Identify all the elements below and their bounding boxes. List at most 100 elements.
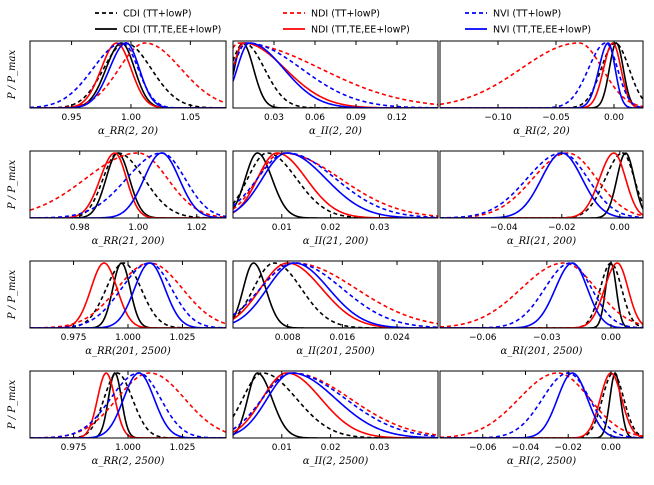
curve-cdi-ttteee (30, 372, 226, 438)
curve-nvi-tt (30, 372, 226, 438)
curve-ndi-ttteee (440, 152, 643, 218)
x-tick-label: 0.975 (61, 333, 87, 343)
curve-cdi-ttteee (233, 42, 438, 108)
curve-cdi-ttteee (30, 42, 226, 108)
x-tick-label: 1.02 (187, 223, 207, 233)
panel-grid: P / P_max P / P_max P / P_max P / P_max 0.95… (7, 40, 644, 467)
curve-ndi-ttteee (440, 262, 643, 328)
x-tick-label: 0.02 (321, 223, 341, 233)
curve-ndi-tt (233, 152, 438, 217)
curve-nvi-ttteee (233, 262, 438, 328)
x-tick-label: 0.95 (62, 113, 82, 123)
curve-ndi-ttteee (233, 152, 438, 218)
curve-cdi-ttteee (440, 152, 643, 218)
panel-r1-c2: 0.03 0.06 0.09 0.12 α_II(2, 20) (232, 40, 439, 137)
x-tick-label: 0.06 (305, 113, 325, 123)
panel-r2-c3: −0.04 −0.02 0.00 α_RI(21, 200) (439, 150, 644, 247)
panel-frame (232, 260, 439, 329)
curve-cdi-tt (233, 152, 438, 218)
curve-ndi-tt (440, 262, 643, 328)
legend: CDI (TT+lowP) CDI (TT,TE,EE+lowP) NDI (TT+… (95, 9, 591, 36)
x-tick-label: 0.008 (275, 333, 301, 343)
legend-label-4: NDI (TT,TE,EE+lowP) (311, 25, 410, 36)
curve-cdi-ttteee (440, 261, 643, 328)
x-tick-label: 0.00 (604, 113, 624, 123)
curve-nvi-tt (233, 262, 438, 328)
curve-cdi-ttteee (440, 41, 643, 108)
curves (440, 371, 643, 438)
curve-ndi-tt (30, 152, 226, 218)
x-tick-label: 0.01 (272, 223, 292, 233)
x-tick-label: 0.12 (387, 113, 407, 123)
curve-ndi-tt (440, 42, 643, 108)
panel-frame (439, 370, 644, 439)
panel-frame (439, 260, 644, 329)
curve-nvi-tt (233, 372, 438, 438)
x-axis-label: α_RR(2, 2500) (92, 456, 165, 467)
panel-frame (232, 370, 439, 439)
curve-ndi-ttteee (30, 262, 226, 328)
curve-nvi-ttteee (233, 372, 438, 438)
curves (233, 372, 438, 438)
curve-ndi-ttteee (440, 42, 643, 108)
curve-nvi-ttteee (30, 262, 226, 328)
x-tick-label: −0.06 (469, 333, 497, 343)
curve-ndi-tt (233, 42, 438, 106)
panel-frame (232, 40, 439, 109)
x-tick-label: 0.00 (610, 223, 630, 233)
panel-r2-c1: 0.98 1.00 1.02 α_RR(21, 200) (29, 150, 227, 247)
x-axis-label: α_II(2, 2500) (303, 456, 369, 467)
panel-frame (439, 40, 644, 109)
panel-frame (29, 40, 227, 109)
panel-r4-c2: 0.01 0.02 0.03α_II(2, 2500) (232, 370, 439, 467)
x-tick-label: −0.04 (512, 443, 540, 453)
panel-r2-c2: 0.01 0.02 0.03α_II(21, 200) (232, 150, 439, 247)
x-axis-label: α_RR(21, 200) (92, 236, 165, 247)
y-axis-label-row-3: P / P_max (7, 270, 18, 321)
legend-label-2: CDI (TT,TE,EE+lowP) (123, 25, 221, 36)
curve-cdi-tt (30, 42, 226, 108)
curve-ndi-ttteee (30, 42, 226, 108)
curves (30, 262, 226, 328)
curve-cdi-ttteee (30, 152, 226, 218)
x-axis-label: α_II(201, 2500) (296, 346, 374, 357)
x-tick-label: −0.04 (490, 223, 518, 233)
curve-cdi-ttteee (233, 152, 438, 218)
panel-frame (232, 150, 439, 219)
x-tick-label: 0.00 (601, 443, 621, 453)
x-axis-label: α_II(21, 200) (303, 236, 369, 247)
x-tick-label: −0.03 (533, 333, 561, 343)
panel-frame (439, 150, 644, 219)
curve-ndi-tt (30, 42, 226, 108)
curve-nvi-ttteee (233, 42, 438, 108)
panel-r3-c1: 0.975 1.000 1.025 α_RR(201, 2500) (29, 260, 227, 357)
curves (30, 42, 226, 108)
curve-nvi-tt (440, 262, 643, 328)
x-tick-label: 1.00 (128, 223, 148, 233)
curve-cdi-ttteee (30, 262, 226, 328)
panel-r3-c2: 0.008 0.016 0.024 α_II(201, 2500) (232, 260, 439, 357)
x-tick-label: 1.025 (170, 333, 196, 343)
legend-label-3: NDI (TT+lowP) (311, 9, 380, 20)
curve-nvi-ttteee (440, 372, 643, 438)
panel-r4-c3: −0.06 −0.04 −0.02 0.00 α_RI(2, 2500) (439, 370, 644, 467)
x-tick-label: 1.000 (115, 443, 141, 453)
curve-ndi-ttteee (440, 372, 643, 438)
curve-nvi-tt (30, 262, 226, 328)
x-tick-label: −0.10 (484, 113, 512, 123)
curves (233, 262, 438, 328)
curve-cdi-ttteee (440, 371, 643, 438)
x-tick-label: 1.00 (121, 113, 141, 123)
panel-r4-c1: 0.975 1.000 1.025 α_RR(2, 2500) (29, 370, 227, 467)
x-tick-label: 0.016 (329, 333, 355, 343)
curve-nvi-ttteee (440, 262, 643, 328)
x-tick-label: 0.01 (272, 443, 292, 453)
y-axis-label-row-1: P / P_max (7, 50, 18, 101)
curve-nvi-ttteee (233, 152, 438, 218)
curve-ndi-tt (233, 262, 438, 325)
x-tick-label: −0.02 (554, 443, 582, 453)
curves (233, 42, 438, 108)
panel-r1-c3: −0.10 −0.05 0.00 α_RI(2, 20) (439, 40, 644, 137)
curves (30, 372, 226, 438)
